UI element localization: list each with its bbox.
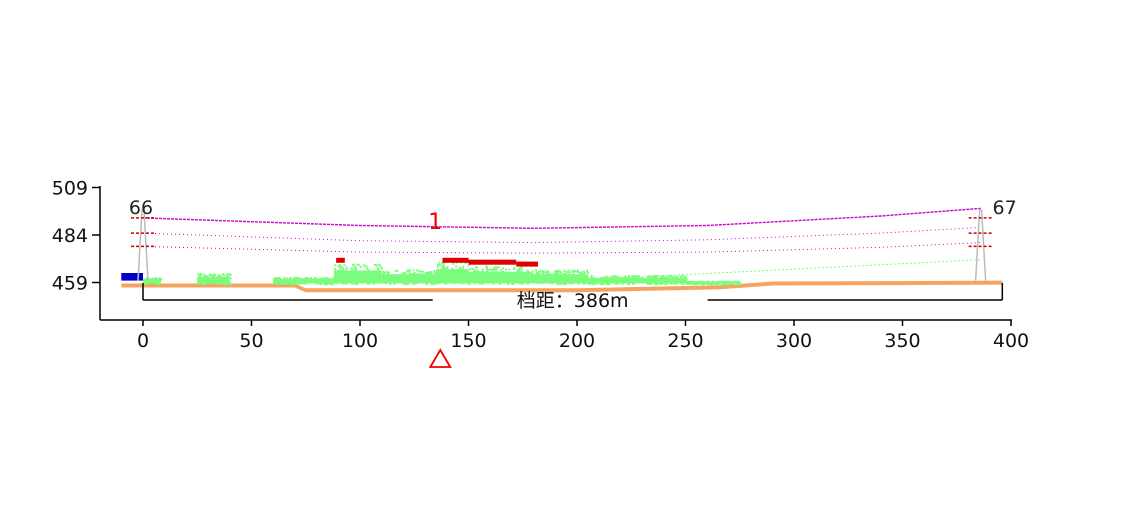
y-tick-label: 509 bbox=[52, 178, 88, 200]
conductor-layer bbox=[142, 207, 981, 278]
tower-67 bbox=[968, 209, 993, 281]
vegetation-points bbox=[685, 280, 742, 286]
x-tick-label: 400 bbox=[993, 330, 1029, 352]
vegetation-points bbox=[143, 277, 163, 285]
vegetation-points bbox=[334, 263, 384, 286]
conductor-lower bbox=[142, 242, 981, 254]
vegetation-points bbox=[436, 261, 471, 286]
y-ticks: 459 484 509 bbox=[52, 178, 100, 295]
y-tick-label: 459 bbox=[52, 273, 88, 295]
ground-layer bbox=[121, 273, 1003, 293]
conductor-middle bbox=[142, 226, 981, 244]
x-tick-label: 350 bbox=[884, 330, 920, 352]
x-tick-label: 50 bbox=[239, 330, 263, 352]
x-tick-label: 0 bbox=[137, 330, 149, 352]
vegetation-mass bbox=[381, 274, 436, 284]
tower-label-66: 66 bbox=[129, 197, 153, 219]
ground-profile bbox=[121, 280, 1003, 293]
conductor-top bbox=[142, 207, 981, 230]
x-tick-label: 100 bbox=[342, 330, 378, 352]
x-tick-label: 150 bbox=[450, 330, 486, 352]
vegetation-points bbox=[631, 274, 688, 286]
vegetation-points bbox=[197, 273, 232, 286]
x-tick-label: 200 bbox=[559, 330, 595, 352]
vegetation-points bbox=[468, 265, 531, 286]
tower-label-67: 67 bbox=[993, 197, 1017, 219]
vegetation-points bbox=[588, 274, 634, 286]
vegetation-points bbox=[529, 269, 590, 286]
tower-66 bbox=[131, 209, 155, 281]
vegetation-points bbox=[381, 269, 438, 286]
vegetation-mass bbox=[529, 274, 588, 284]
building-strip bbox=[442, 257, 469, 263]
y-tick-label: 484 bbox=[52, 225, 88, 247]
tower-layer bbox=[131, 209, 993, 281]
vegetation-layer bbox=[143, 261, 742, 286]
vegetation-points bbox=[299, 276, 336, 286]
crossing-label: 1 bbox=[428, 210, 442, 235]
span-label: 档距：386m bbox=[517, 290, 629, 312]
building-strip bbox=[516, 261, 538, 267]
x-tick-label: 300 bbox=[776, 330, 812, 352]
road-block bbox=[121, 273, 143, 281]
ground-wire bbox=[642, 259, 981, 278]
building-strip bbox=[468, 259, 517, 265]
vegetation-points bbox=[273, 276, 302, 286]
building-strip bbox=[336, 257, 345, 263]
x-ticks: 0 50 100 150 200 250 300 350 400 bbox=[137, 320, 1029, 352]
building-layer bbox=[336, 257, 538, 267]
crossing-triangle-icon bbox=[428, 348, 452, 368]
x-tick-label: 250 bbox=[667, 330, 703, 352]
span-bracket bbox=[142, 283, 1004, 301]
